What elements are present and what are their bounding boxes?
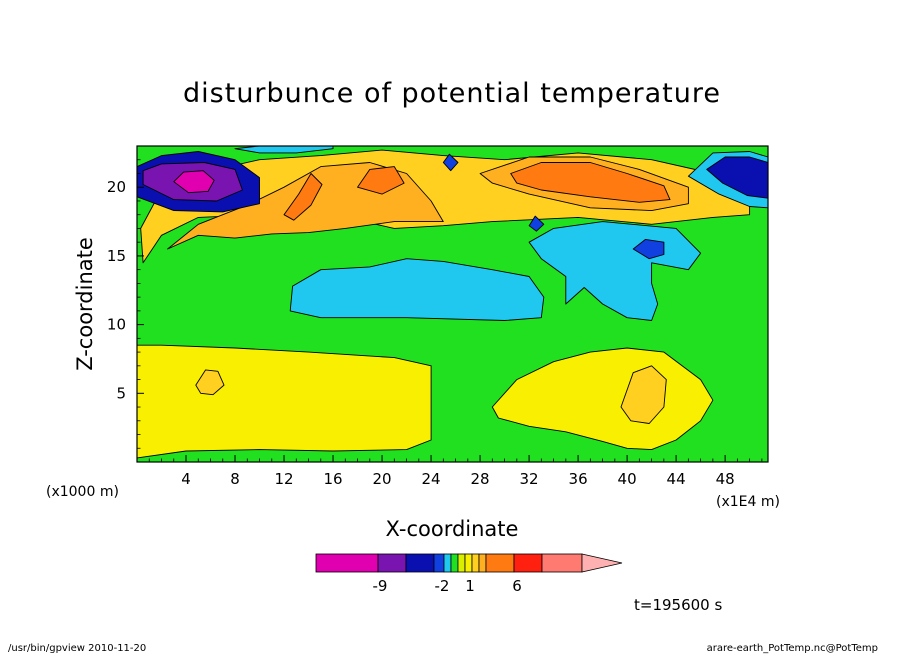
colorbar-swatch xyxy=(478,553,487,573)
x-tick-label: 12 xyxy=(274,470,293,488)
colorbar-swatch xyxy=(541,553,583,573)
x-tick-label: 40 xyxy=(618,470,637,488)
colorbar-swatch xyxy=(513,553,543,573)
contour-region-5 xyxy=(289,258,545,321)
y-tick-label: 10 xyxy=(107,316,126,334)
x-tick-label: 28 xyxy=(471,470,490,488)
contour-region-15 xyxy=(173,170,215,194)
colorbar-swatch xyxy=(443,553,452,573)
x-axis: 4 8 12 16 20 24 28 32 36 40 44 48 xyxy=(148,455,763,488)
plot-frame xyxy=(136,145,769,463)
colorbar-tick-label: -9 xyxy=(373,577,388,595)
time-label: t=195600 s xyxy=(634,596,722,614)
x-tick-label: 44 xyxy=(667,470,686,488)
plot-area xyxy=(136,145,769,463)
x-tick-label: 32 xyxy=(520,470,539,488)
contour-region-4 xyxy=(620,365,667,424)
colorbar-swatch xyxy=(457,553,466,573)
contour-region-3 xyxy=(195,369,225,396)
chart-title: disturbunce of potential temperature xyxy=(183,78,721,109)
y-axis-label: Z-coordinate xyxy=(73,237,97,371)
x-tick-label: 16 xyxy=(323,470,342,488)
x-tick-label: 48 xyxy=(716,470,735,488)
colorbar-swatch xyxy=(471,553,480,573)
contour-region-1 xyxy=(137,344,432,459)
colorbar-arrow xyxy=(581,553,623,573)
contour-region-17 xyxy=(706,156,768,199)
y-tick-label: 20 xyxy=(107,178,126,196)
y-tick-label: 15 xyxy=(107,247,126,265)
colorbar xyxy=(315,553,623,573)
footer-left: /usr/bin/gpview 2010-11-20 xyxy=(8,643,146,654)
colorbar-swatch xyxy=(377,553,407,573)
x-tick-label: 20 xyxy=(373,470,392,488)
contour-region-19 xyxy=(632,238,665,260)
x-tick-label: 24 xyxy=(422,470,441,488)
colorbar-swatch xyxy=(433,553,445,573)
x-unit-right: (x1E4 m) xyxy=(716,494,780,510)
contour-region-12 xyxy=(510,162,671,203)
x-axis-label: X-coordinate xyxy=(386,517,519,541)
x-unit-left: (x1000 m) xyxy=(46,484,119,500)
colorbar-tick-label: 6 xyxy=(512,577,522,595)
colorbar-tick-label: -2 xyxy=(435,577,450,595)
contour-region-9 xyxy=(283,173,323,221)
colorbar-swatch xyxy=(464,553,473,573)
colorbar-swatch xyxy=(315,553,379,573)
contour-region-20 xyxy=(442,153,459,172)
colorbar-tick-label: 1 xyxy=(465,577,475,595)
x-tick-label: 36 xyxy=(569,470,588,488)
colorbar-swatch xyxy=(450,553,459,573)
contour-region-18 xyxy=(528,215,545,232)
contour-region-10 xyxy=(357,166,405,195)
footer-right: arare-earth_PotTemp.nc@PotTemp xyxy=(707,643,878,654)
x-tick-label: 4 xyxy=(181,470,191,488)
colorbar-labels: -9 -2 1 6 xyxy=(373,577,522,595)
contour-region-21 xyxy=(234,146,334,154)
x-tick-label: 8 xyxy=(230,470,240,488)
y-axis: 5 10 15 20 xyxy=(107,159,144,449)
colorbar-swatch xyxy=(405,553,435,573)
y-tick-label: 5 xyxy=(116,384,126,402)
colorbar-swatch xyxy=(485,553,515,573)
